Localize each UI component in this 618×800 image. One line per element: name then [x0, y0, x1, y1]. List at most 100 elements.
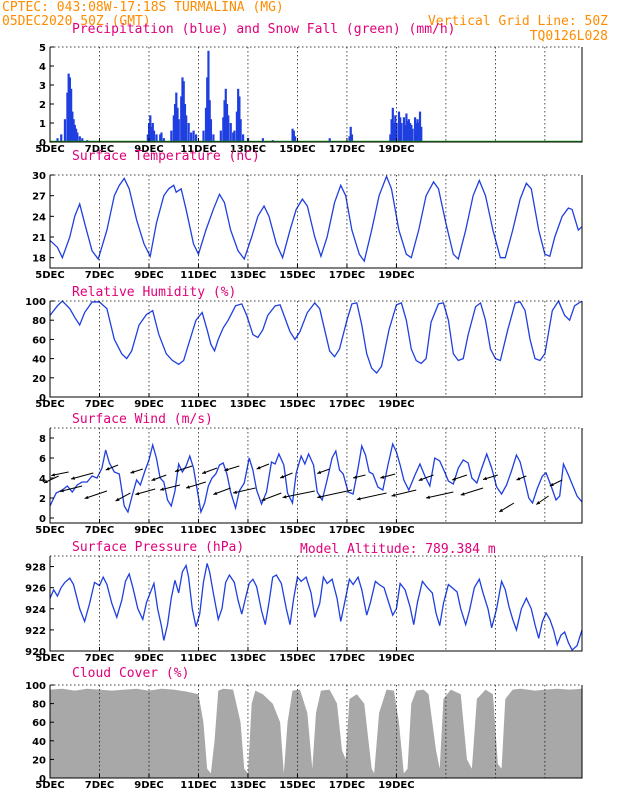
precip-bar — [411, 128, 414, 142]
panel-title: Surface Temperature (nC) — [72, 149, 260, 164]
wind-vector-arrow — [426, 491, 454, 499]
precip-bar — [399, 117, 402, 142]
precip-bar — [151, 123, 154, 142]
wind-vector-arrowhead — [426, 495, 430, 499]
wind-vector-arrowhead — [418, 477, 423, 481]
wind-vector-arrowhead — [115, 497, 120, 501]
wind-vector-arrow — [84, 490, 108, 499]
x-tick-label: 13DEC — [230, 653, 266, 664]
precip-bar — [292, 130, 295, 142]
precip-bar — [235, 111, 239, 142]
precip-bar — [150, 126, 153, 142]
precip-bar — [208, 100, 211, 142]
precip-bar — [71, 111, 74, 142]
y-tick-label: 920 — [25, 647, 46, 658]
x-tick-label: 17DEC — [329, 653, 365, 664]
x-tick-label: 17DEC — [329, 780, 365, 791]
wind-vector-arrowhead — [84, 495, 89, 499]
precip-bar — [261, 138, 264, 142]
y-tick-label: 0 — [39, 138, 46, 149]
wind-vector-arrow — [356, 492, 387, 500]
precip-bar — [238, 96, 241, 142]
x-tick-label: 13DEC — [230, 399, 266, 410]
y-tick-label: 0 — [39, 774, 46, 785]
wind-vector-arrowhead — [317, 495, 322, 499]
rh-series-line — [49, 299, 583, 374]
precip-bar — [74, 128, 78, 142]
precip-bar — [70, 88, 73, 142]
precip-bar — [402, 117, 406, 142]
x-tick-label: 5DEC — [35, 780, 64, 791]
precip-bar — [237, 88, 240, 142]
x-tick-label: 11DEC — [180, 780, 216, 791]
panel-frame — [49, 301, 583, 398]
y-tick-label: 100 — [25, 681, 46, 692]
precip-bar — [348, 136, 351, 142]
wind-vector-arrowhead — [256, 466, 261, 470]
x-tick-label: 17DEC — [329, 144, 365, 155]
precip-bar — [202, 130, 205, 142]
y-tick-label: 60 — [32, 335, 46, 346]
precip-bar — [192, 130, 195, 142]
wind-vector-arrowhead — [536, 501, 541, 505]
y-tick-label: 100 — [25, 297, 46, 308]
precip-bar — [418, 111, 422, 142]
precip-bar — [187, 123, 190, 142]
x-tick-label: 7DEC — [85, 399, 114, 410]
x-tick-label: 19DEC — [378, 525, 414, 536]
y-tick-label: 926 — [25, 584, 46, 595]
temp-panel: Surface Temperature (nC) 18 21 24 27 30 5DEC 7D… — [32, 149, 583, 281]
y-tick-label: 80 — [32, 316, 46, 327]
y-tick-label: 924 — [25, 605, 46, 616]
precip-bar — [206, 77, 209, 142]
precip-bar — [183, 104, 187, 142]
x-tick-label: 13DEC — [230, 525, 266, 536]
y-tick-label: 18 — [32, 254, 46, 265]
panel-frame — [49, 175, 583, 269]
x-tick-label: 9DEC — [134, 653, 163, 664]
wind-vector-arrowhead — [186, 485, 190, 489]
precip-bar — [404, 124, 407, 142]
wind-vector-arrowhead — [549, 482, 554, 486]
wind-vector-arrowhead — [391, 493, 396, 497]
wind-vector-arrowhead — [59, 488, 64, 493]
precip-bar — [400, 123, 403, 142]
wind-vector-arrow — [282, 490, 315, 498]
precip-bar — [293, 136, 297, 142]
precip-bar — [406, 121, 409, 142]
y-tick-label: 4 — [39, 62, 46, 73]
precip-bar — [391, 107, 394, 142]
precip-bar — [410, 124, 413, 142]
wind-vector-arrowhead — [356, 497, 361, 501]
y-tick-label: 2 — [39, 100, 46, 111]
y-tick-label: 922 — [25, 626, 46, 637]
y-tick-label: 80 — [32, 700, 46, 711]
precip-bar — [416, 119, 419, 142]
wind-vector-arrowhead — [261, 497, 266, 501]
y-tick-label: 0 — [39, 393, 46, 404]
rh-panel: Relative Humidity (%) 0 20 40 60 80 100 5DEC 7DE… — [25, 285, 583, 410]
x-tick-label: 11DEC — [180, 399, 216, 410]
precip-bar — [181, 77, 184, 142]
wind-vector-arrowhead — [105, 467, 110, 471]
y-tick-label: 928 — [25, 563, 46, 574]
wind-vector-arrowhead — [135, 491, 140, 496]
y-tick-label: 0 — [39, 514, 46, 525]
y-tick-label: 3 — [39, 81, 46, 92]
wind-vector-arrowhead — [202, 470, 207, 474]
wind-vector-arrowhead — [353, 475, 357, 479]
y-tick-label: 40 — [32, 355, 46, 366]
panel-title: Surface Wind (m/s) — [72, 412, 213, 427]
precip-bar — [78, 136, 81, 142]
x-tick-label: 7DEC — [85, 270, 114, 281]
precip-bar — [155, 134, 158, 142]
y-tick-label: 20 — [32, 374, 46, 385]
precip-bar — [172, 115, 175, 142]
precip-bar — [81, 138, 84, 142]
header-location: CPTEC: 043:08W-17:18S TURMALINA (MG) — [2, 0, 284, 15]
wind-vector-arrowhead — [499, 508, 504, 512]
x-tick-label: 17DEC — [329, 399, 365, 410]
y-tick-label: 40 — [32, 737, 46, 748]
precip-bar — [66, 92, 69, 142]
x-tick-label: 5DEC — [35, 525, 64, 536]
